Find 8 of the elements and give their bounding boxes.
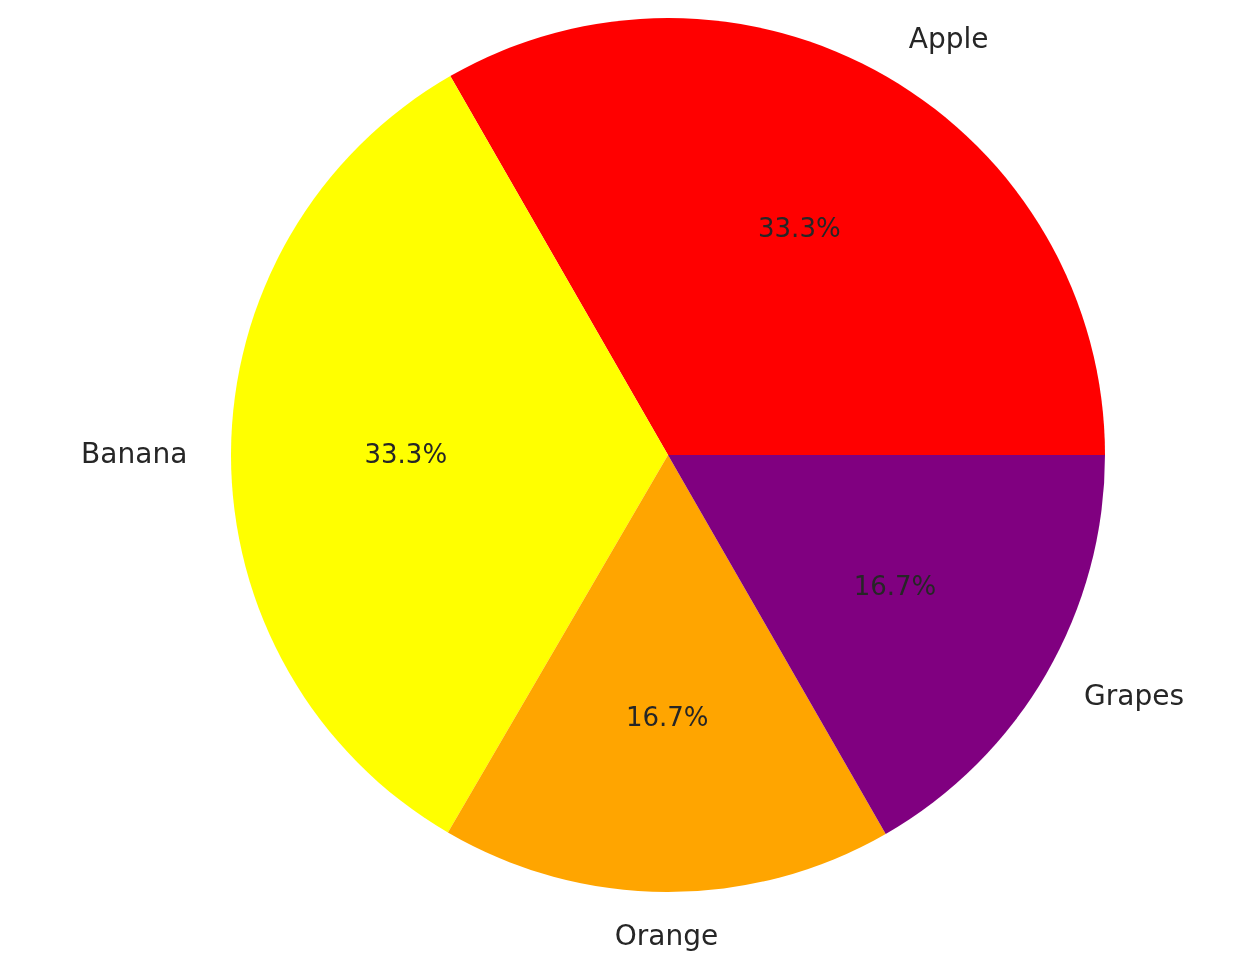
- data-label: 33.3%: [758, 213, 841, 244]
- data-label: 16.7%: [625, 702, 709, 733]
- data-label: 33.3%: [364, 439, 448, 470]
- data-label: 16.7%: [853, 571, 937, 602]
- slice-label: Banana: [81, 436, 188, 470]
- slice-label: Grapes: [1084, 679, 1185, 713]
- slice-label: Apple: [908, 22, 989, 56]
- slice-label: Orange: [614, 919, 719, 953]
